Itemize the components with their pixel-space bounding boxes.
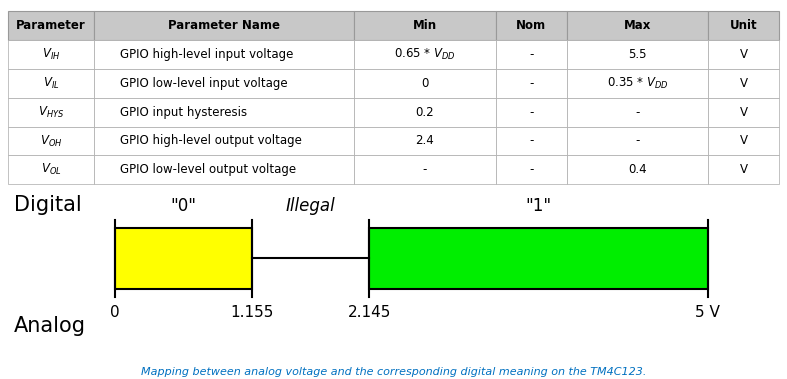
Bar bbox=[115, 228, 252, 289]
Text: Digital: Digital bbox=[14, 195, 82, 215]
Text: Mapping between analog voltage and the corresponding digital meaning on the TM4C: Mapping between analog voltage and the c… bbox=[141, 367, 646, 377]
Text: Illegal: Illegal bbox=[286, 197, 335, 215]
Text: "1": "1" bbox=[526, 197, 552, 215]
Text: "0": "0" bbox=[170, 197, 196, 215]
Bar bbox=[369, 228, 708, 289]
Text: Analog: Analog bbox=[14, 315, 86, 335]
Text: 2.145: 2.145 bbox=[348, 305, 391, 320]
Text: 1.155: 1.155 bbox=[230, 305, 273, 320]
Text: 0: 0 bbox=[110, 305, 120, 320]
Text: 5 V: 5 V bbox=[696, 305, 720, 320]
